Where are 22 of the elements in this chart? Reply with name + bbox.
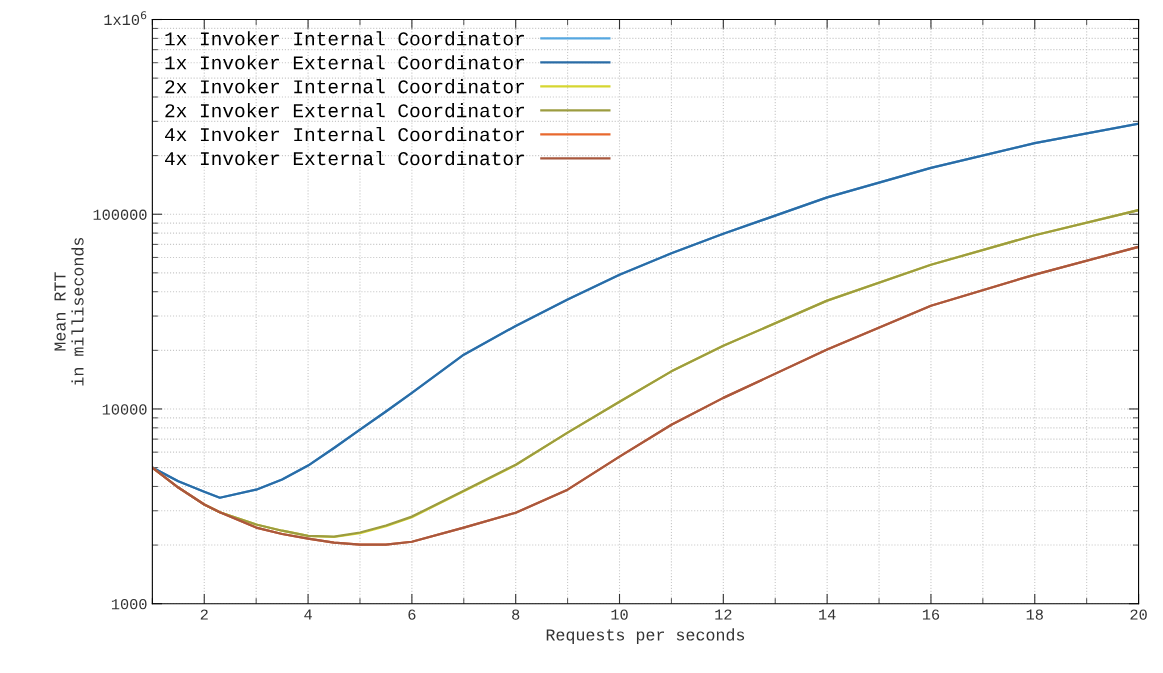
y-axis-title: Mean RTT in milliseconds	[54, 237, 84, 386]
y-tick-label: 10000	[102, 404, 147, 415]
legend-label: 4x Invoker External Coordinator	[165, 150, 524, 166]
x-tick-label: 2	[200, 609, 208, 620]
x-tick-label: 12	[715, 609, 732, 620]
x-tick-label: 6	[408, 609, 416, 620]
x-tick-label: 14	[819, 609, 836, 620]
legend-label: 2x Invoker Internal Coordinator	[165, 79, 524, 94]
x-tick-label: 16	[922, 609, 940, 620]
legend-label: 2x Invoker External Coordinator	[165, 103, 524, 118]
x-tick-label: 18	[1026, 609, 1043, 620]
legend-label: 1x Invoker Internal Coordinator	[165, 31, 524, 46]
x-tick-label: 8	[512, 609, 520, 620]
x-tick-label: 4	[304, 609, 312, 620]
legend-label: 4x Invoker Internal Coordinator	[165, 127, 524, 142]
x-tick-label: 20	[1130, 609, 1147, 620]
legend-label: 1x Invoker External Coordinator	[165, 55, 524, 70]
x-tick-label: 10	[611, 609, 628, 620]
y-tick-label: 1000	[111, 599, 147, 610]
y-tick-label: 1x10$^{6}$	[104, 11, 147, 26]
x-axis-title: Requests per seconds	[546, 628, 745, 644]
y-tick-label: 100000	[93, 209, 147, 220]
